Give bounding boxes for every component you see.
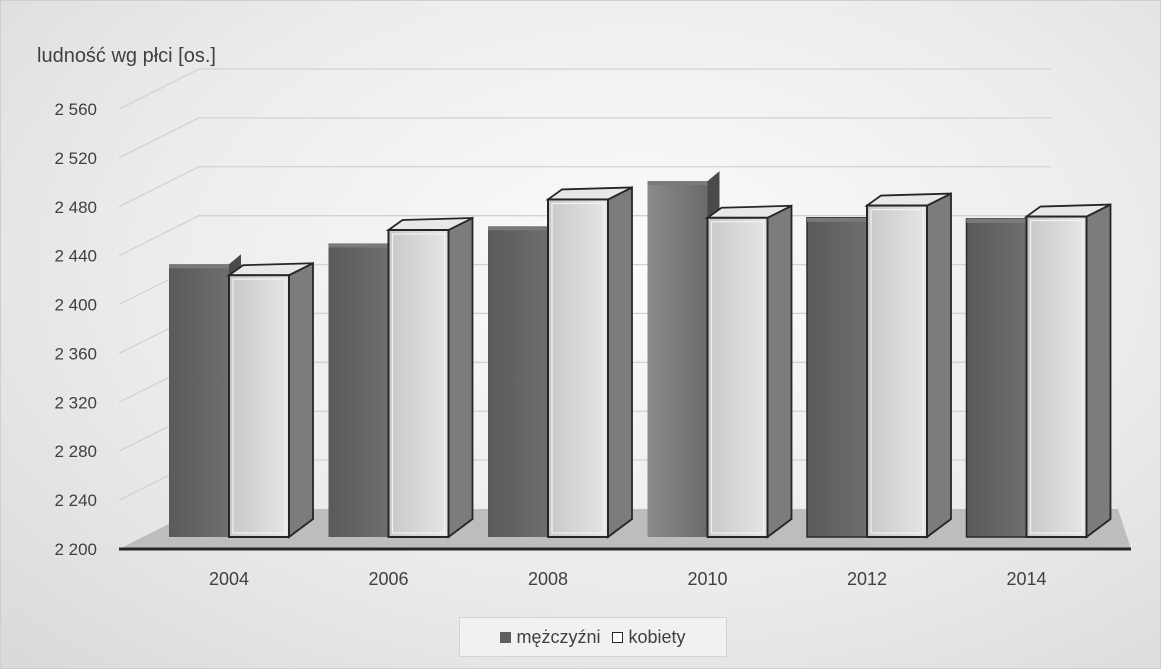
bar-women-inner (870, 208, 924, 534)
bar-men (647, 181, 708, 537)
bar-men-top (647, 181, 708, 186)
bar-men-top (966, 219, 1027, 223)
bar-women (228, 274, 290, 538)
bar-women-inner (551, 202, 605, 534)
bar-men-top (169, 264, 229, 269)
x-tick-label: 2006 (368, 569, 408, 589)
bar-women-inner (391, 233, 446, 534)
bar-men (169, 264, 229, 537)
legend-item-women: kobiety (612, 626, 686, 648)
bar-men (965, 218, 1028, 538)
bar-women-inner (710, 221, 765, 534)
y-tick-label: 2 200 (54, 540, 97, 559)
legend-swatch-women (612, 631, 624, 643)
legend-label-men: mężczyźni (516, 626, 601, 647)
y-tick-label: 2 360 (54, 344, 97, 363)
x-tick-label: 2008 (528, 569, 568, 589)
legend-item-men: mężczyźni (500, 627, 600, 648)
category-group-2010 (647, 171, 793, 539)
bar-men-top (807, 217, 867, 222)
gridline (118, 166, 1051, 208)
legend-swatch-men (500, 631, 512, 643)
bar-men-top (488, 226, 548, 231)
bar-women-side (288, 261, 314, 539)
bar-women-side (607, 185, 633, 539)
bar-women-side (926, 192, 952, 539)
category-group-2008 (488, 185, 633, 539)
y-tick-label: 2 440 (54, 247, 97, 266)
x-tick-label: 2012 (847, 569, 887, 589)
x-tick-label: 2014 (1006, 569, 1046, 589)
gridline (118, 117, 1051, 159)
bar-women-side (1085, 203, 1112, 539)
x-tick-label: 2004 (209, 569, 249, 589)
bar-women-side (766, 204, 793, 539)
bar-women (706, 216, 769, 538)
bar-women (866, 204, 928, 539)
gridline (118, 68, 1051, 110)
legend-label-women: kobiety (628, 626, 686, 647)
bar-women-inner (1029, 219, 1084, 534)
category-group-2014 (965, 203, 1112, 539)
category-group-2004 (169, 254, 314, 539)
bar-men (328, 243, 389, 537)
bar-women-inner (232, 278, 286, 534)
chart-legend: mężczyźni kobiety (459, 617, 727, 657)
bar-women-side (447, 216, 474, 539)
bar-women (387, 229, 450, 538)
bar-men-top (328, 243, 389, 248)
x-tick-label: 2010 (687, 569, 727, 589)
bar-women (547, 198, 609, 538)
y-tick-label: 2 520 (54, 149, 97, 168)
bar-men (488, 226, 548, 538)
y-tick-label: 2 280 (54, 442, 97, 461)
y-axis-title: ludność wg płci [os.] (37, 45, 216, 67)
y-tick-label: 2 240 (54, 491, 97, 510)
category-group-2012 (806, 192, 952, 539)
y-tick-label: 2 400 (54, 296, 97, 315)
bar-men (806, 217, 868, 538)
y-tick-label: 2 320 (54, 393, 97, 412)
category-group-2006 (328, 216, 474, 539)
bar-women (1025, 215, 1088, 539)
y-tick-label: 2 560 (54, 100, 97, 119)
y-tick-label: 2 480 (54, 198, 97, 217)
